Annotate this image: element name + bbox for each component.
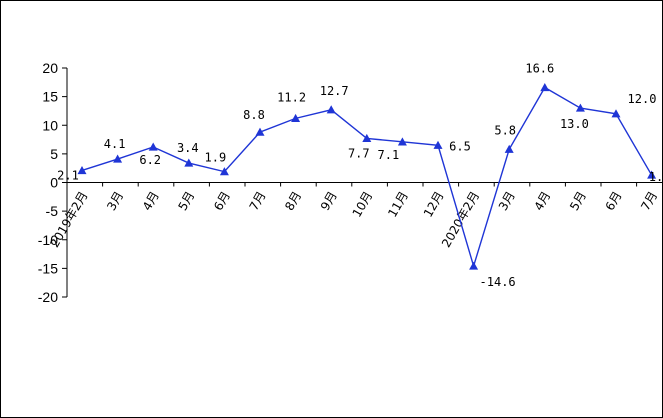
x-tick-label: 7月 (638, 189, 660, 213)
data-point-marker (219, 167, 229, 176)
data-label: 12.7 (320, 84, 349, 98)
data-point-marker (433, 140, 443, 149)
data-point-marker (326, 105, 336, 114)
data-point-marker (504, 144, 514, 153)
x-tick-label: 4月 (140, 189, 162, 213)
data-label: 3.4 (177, 141, 199, 155)
x-tick-label: 10月 (350, 189, 376, 220)
series (77, 82, 657, 270)
y-tick-label: 0 (50, 175, 58, 191)
y-tick-label: -20 (38, 289, 58, 305)
data-label: 6.5 (449, 139, 471, 153)
data-label: 1.9 (205, 151, 227, 165)
data-point-marker (611, 109, 621, 118)
data-label: 5.8 (494, 123, 516, 137)
data-label: 11.2 (277, 90, 306, 104)
x-tick-label: 9月 (318, 189, 340, 213)
data-label: 4.1 (104, 137, 126, 151)
data-label: 8.8 (243, 108, 265, 122)
x-tick-label: 5月 (567, 189, 589, 213)
data-labels: 2.1 4.1 6.2 3.4 1.9 8.8 11.2 12.7 7.7 7.1 6.5 -14.6… (57, 61, 663, 289)
data-point-marker (397, 137, 407, 146)
y-tick-label: 15 (42, 89, 58, 105)
data-point-marker (575, 103, 585, 112)
data-point-marker (184, 158, 194, 167)
data-point-marker (148, 142, 158, 151)
data-point-marker (255, 127, 265, 136)
x-tick-label: 5月 (175, 189, 197, 213)
y-tick-label: -15 (38, 260, 58, 276)
data-label: 1.3 (649, 170, 663, 184)
y-tick-label: 20 (42, 60, 58, 76)
data-label: 16.6 (525, 61, 554, 75)
data-label: -14.6 (480, 275, 516, 289)
data-point-marker (540, 82, 550, 92)
data-point-marker (362, 133, 372, 143)
data-point-marker (77, 165, 87, 175)
x-tick-label: 4月 (531, 189, 553, 213)
y-tick-label: -10 (38, 232, 58, 248)
x-tick-label: 6月 (603, 189, 625, 213)
data-label: 12.0 (628, 92, 657, 106)
data-label: 7.7 (348, 146, 370, 160)
y-tick-label: 5 (50, 146, 58, 162)
data-label: 2.1 (57, 168, 79, 182)
y-tick-label: -5 (46, 203, 59, 219)
data-point-marker (647, 170, 657, 179)
data-label: 13.0 (560, 117, 589, 131)
x-tick-label: 7月 (247, 189, 269, 213)
x-tick-label: 11月 (385, 189, 411, 220)
x-tick-label: 6月 (211, 189, 233, 213)
x-tick-label: 3月 (496, 189, 518, 213)
x-tick-label: 2020年2月 (439, 189, 482, 250)
data-point-marker (113, 154, 123, 163)
x-tick-label: 3月 (104, 189, 126, 213)
y-tick-label: 10 (42, 117, 58, 133)
data-point-marker (291, 113, 301, 122)
data-point-marker (469, 261, 479, 270)
data-label: 7.1 (378, 148, 400, 162)
x-tick-label: 2019年2月 (47, 189, 90, 250)
x-tick-label: 8月 (282, 189, 304, 213)
data-label: 6.2 (139, 153, 161, 167)
series-line (81, 86, 653, 269)
x-tick-label: 12月 (421, 189, 447, 220)
y-axis: 20 15 10 5 0 -5 -10 -15 -20 (38, 60, 68, 305)
